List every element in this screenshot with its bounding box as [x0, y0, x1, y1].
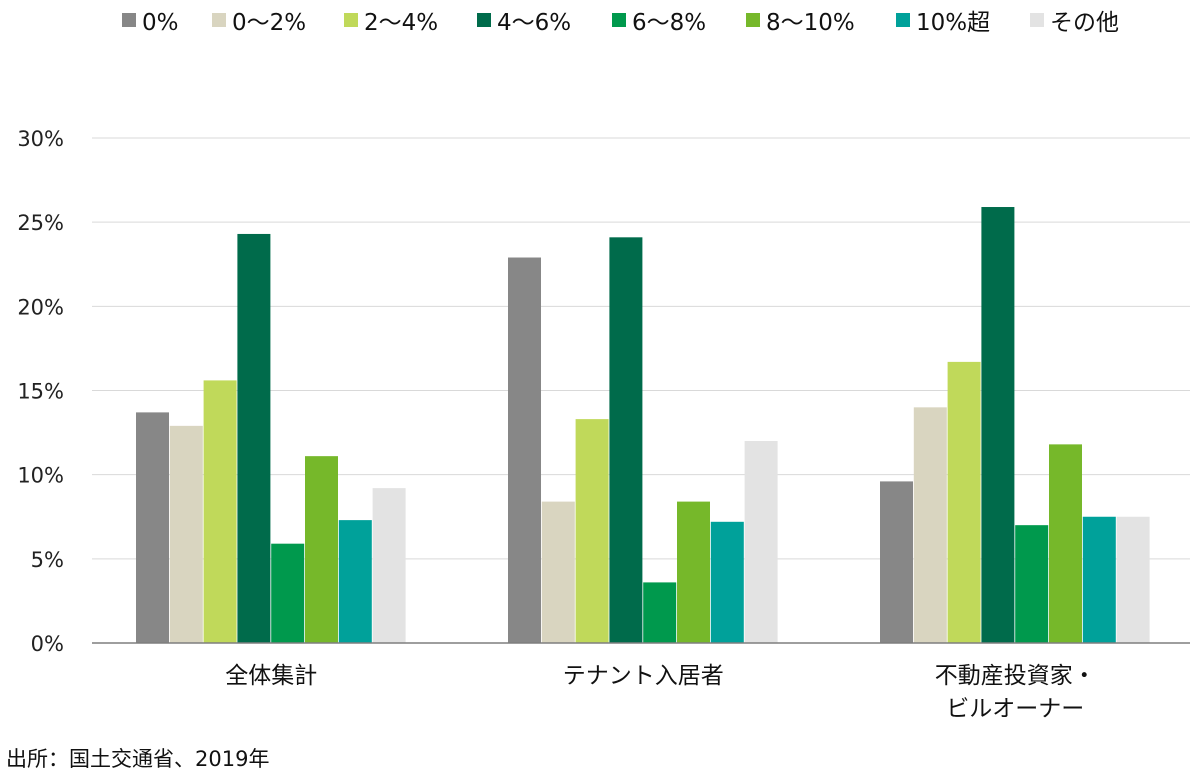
legend-label: 10%超 — [916, 10, 990, 36]
bar — [710, 521, 744, 643]
bar — [913, 407, 947, 643]
bar — [677, 501, 710, 643]
source-note: 出所：国土交通省、2019年 — [6, 747, 270, 771]
bar — [981, 207, 1015, 643]
bar — [880, 481, 913, 643]
bar — [338, 520, 372, 643]
bar — [1015, 525, 1049, 643]
x-tick-label: 全体集計 — [225, 663, 317, 689]
bar — [1082, 516, 1116, 643]
y-tick-label: 0% — [31, 632, 64, 656]
legend-swatch — [212, 13, 226, 27]
bar — [1116, 516, 1150, 643]
y-tick-label: 25% — [17, 211, 64, 235]
y-axis: 0% 5% 10% 15% 20% 25% 30% — [17, 127, 64, 656]
bar — [237, 233, 271, 643]
legend: 0% 0～2% 2～4% 4～6% 6～8% 8～10% 10%超 その他 — [122, 10, 1119, 36]
legend-label: 6～8% — [632, 10, 706, 36]
x-tick-label: ビルオーナー — [946, 696, 1084, 722]
bar — [744, 441, 778, 643]
x-axis: 全体集計 テナント入居者 不動産投資家・ビルオーナー — [225, 663, 1096, 722]
x-tick-label: 不動産投資家・ — [935, 663, 1096, 689]
legend-swatch — [477, 13, 491, 27]
legend-swatch — [122, 13, 136, 27]
bar — [508, 257, 541, 643]
bar — [609, 237, 643, 644]
legend-swatch — [896, 13, 910, 27]
bar — [1049, 444, 1082, 643]
bar — [271, 543, 305, 643]
x-tick-label: テナント入居者 — [563, 663, 724, 689]
bar — [643, 582, 677, 643]
bar — [541, 501, 575, 643]
legend-label: その他 — [1050, 10, 1119, 36]
legend-label: 8～10% — [766, 10, 855, 36]
y-tick-label: 10% — [17, 464, 64, 488]
bar — [305, 456, 338, 643]
bar — [575, 419, 609, 643]
bars — [136, 207, 1150, 644]
legend-swatch — [344, 13, 358, 27]
bar — [947, 361, 981, 643]
legend-swatch — [1030, 13, 1044, 27]
bar — [169, 425, 203, 643]
y-tick-label: 15% — [17, 380, 64, 404]
bar — [203, 380, 237, 643]
bar — [136, 412, 169, 643]
legend-label: 2～4% — [364, 10, 438, 36]
legend-label: 0～2% — [232, 10, 306, 36]
legend-swatch — [612, 13, 626, 27]
legend-label: 0% — [142, 10, 179, 36]
bar-chart: 0% 5% 10% 15% 20% 25% 30% 全体集計 テナント入居者 不動産投資家・ビル… — [17, 10, 1190, 722]
legend-swatch — [746, 13, 760, 27]
legend-label: 4～6% — [497, 10, 571, 36]
bar — [372, 488, 406, 643]
y-tick-label: 5% — [31, 548, 64, 572]
y-tick-label: 30% — [17, 127, 64, 151]
y-tick-label: 20% — [17, 295, 64, 319]
